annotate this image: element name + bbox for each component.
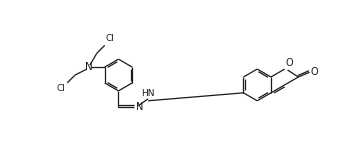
Text: N: N	[136, 102, 144, 112]
Text: N: N	[85, 62, 93, 72]
Text: Cl: Cl	[56, 84, 65, 93]
Text: O: O	[286, 58, 293, 68]
Text: O: O	[311, 67, 318, 77]
Text: HN: HN	[142, 89, 155, 98]
Text: Cl: Cl	[106, 34, 115, 43]
